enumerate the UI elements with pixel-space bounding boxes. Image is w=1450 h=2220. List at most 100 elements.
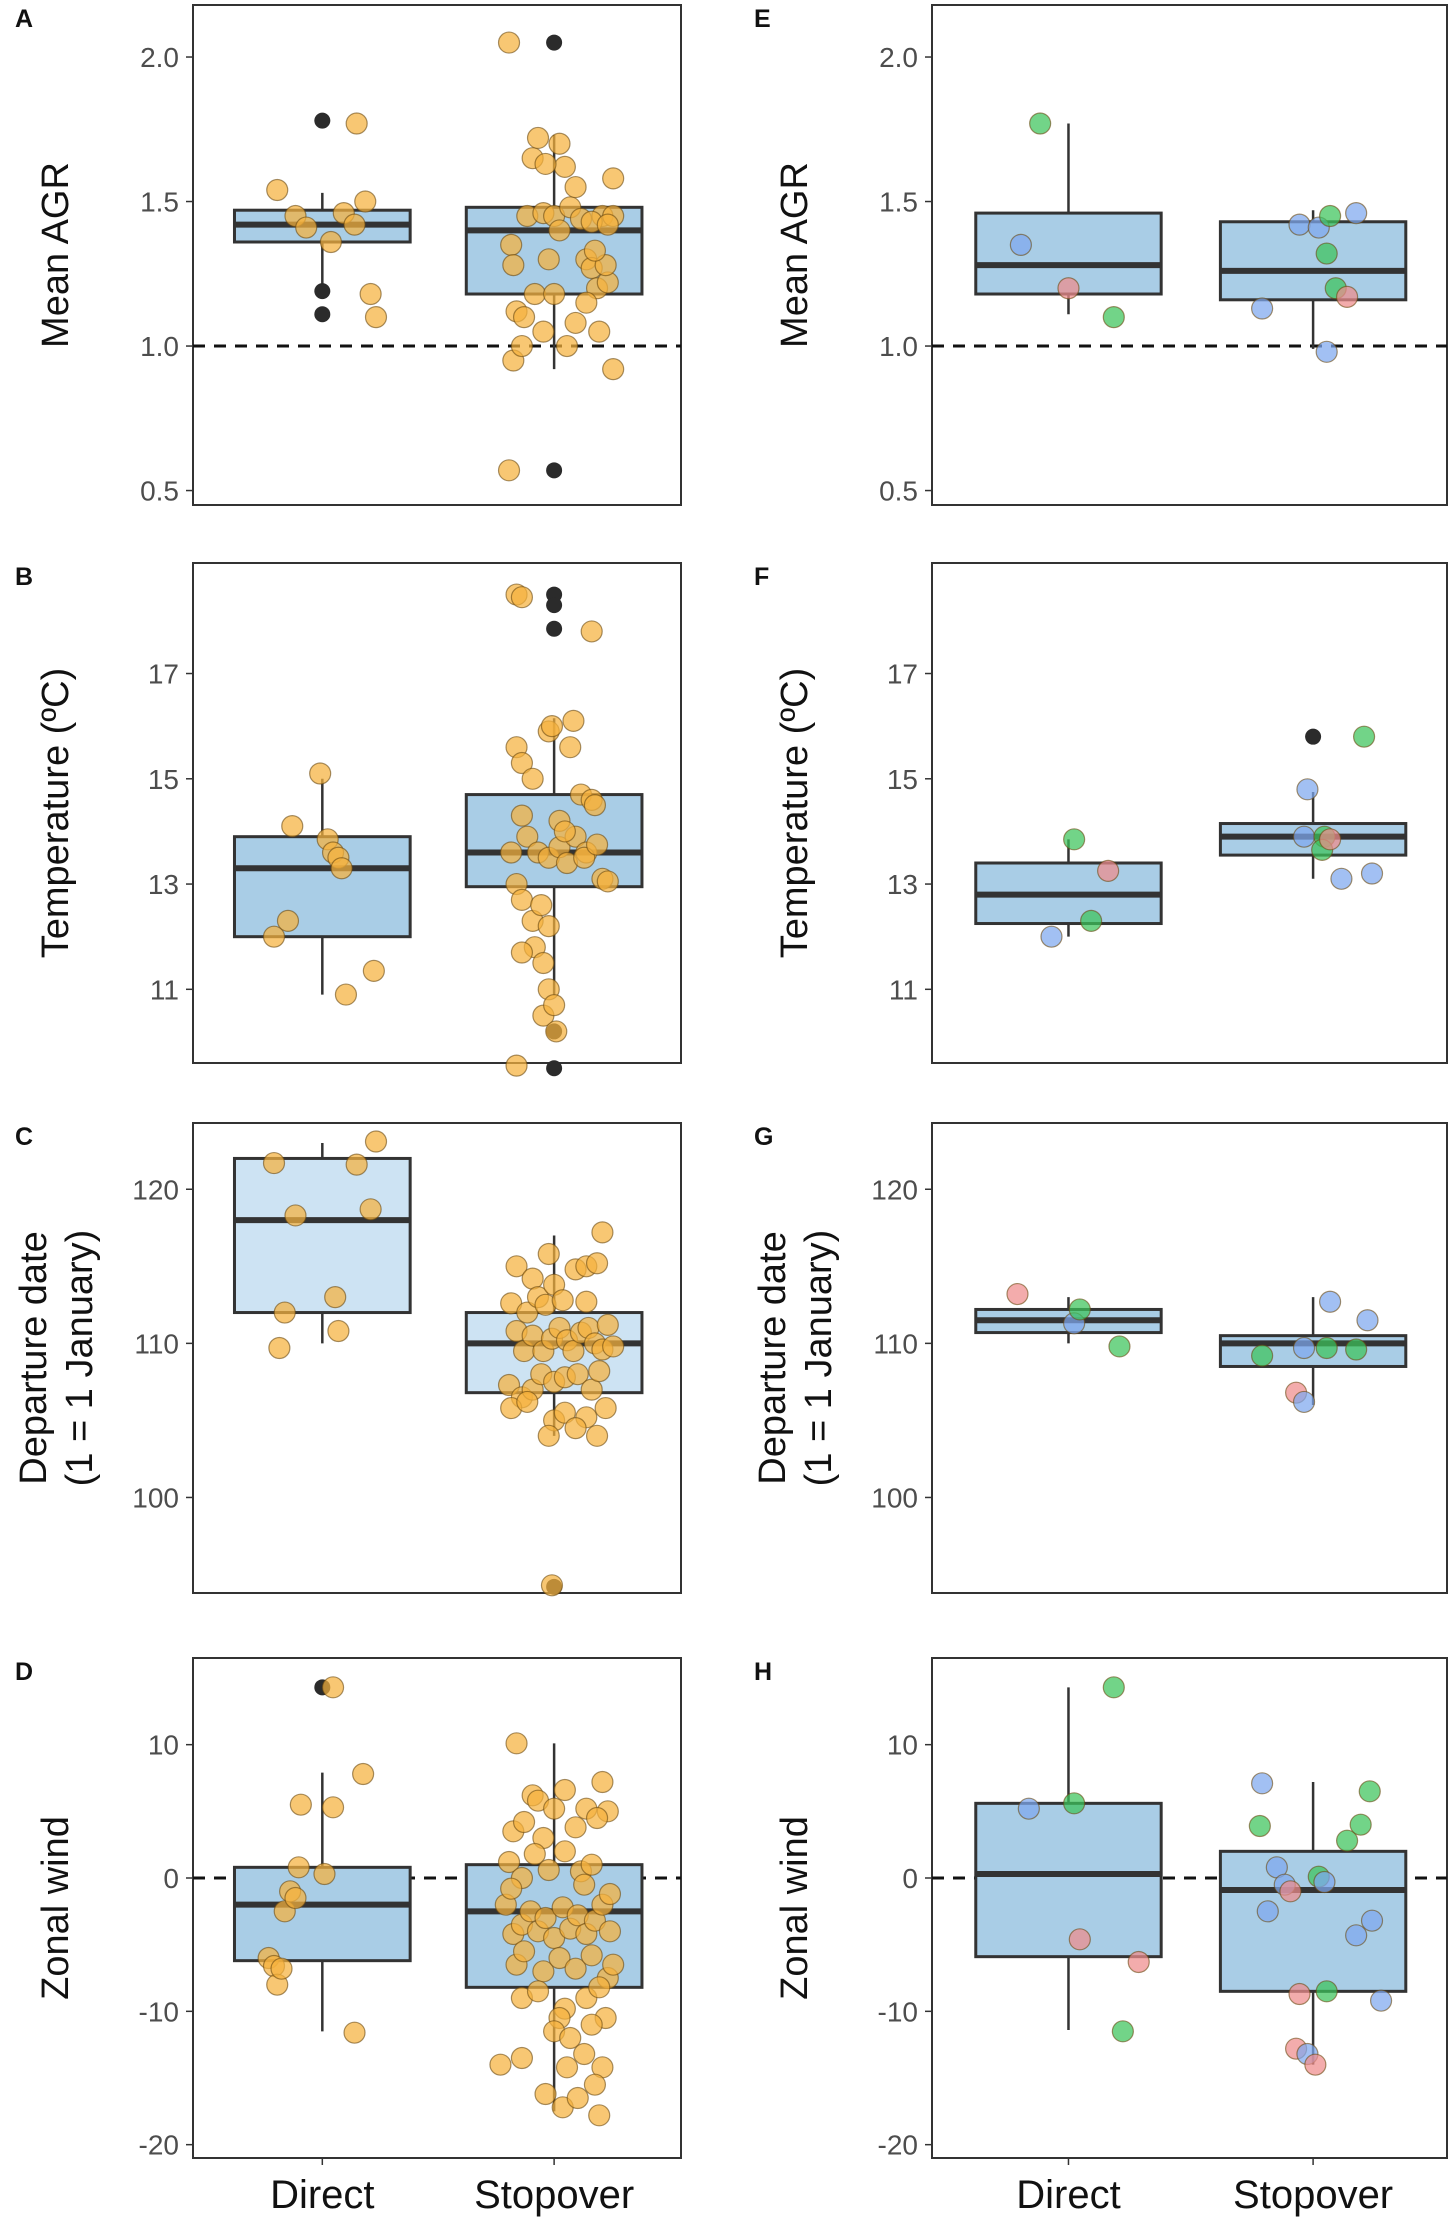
data-point: [510, 941, 534, 964]
data-point: [553, 1778, 576, 1802]
data-point: [532, 320, 555, 343]
data-point: [1296, 778, 1319, 801]
panel-c: 100 110 120 C Departure date (1 = 1 January): [13, 1122, 682, 1597]
data-point: [505, 1732, 528, 1755]
data-point: [580, 620, 603, 643]
panel-letter: G: [754, 1123, 773, 1151]
data-point: [505, 1054, 528, 1077]
data-point: [1288, 213, 1311, 236]
y-tick-label: 110: [134, 1328, 179, 1359]
y-axis-label: Temperature (ºC): [774, 668, 816, 959]
y-tick-label: 120: [871, 1174, 918, 1205]
data-point: [596, 213, 619, 236]
data-point: [602, 1335, 625, 1358]
data-point: [1248, 1814, 1271, 1838]
outlier-point: [314, 306, 331, 323]
data-point: [573, 1873, 596, 1896]
y-tick-label: 0: [902, 1863, 918, 1894]
data-point: [537, 1424, 560, 1447]
data-point: [594, 1396, 617, 1420]
data-point: [345, 112, 368, 135]
data-point: [1040, 925, 1063, 948]
data-point: [1349, 1813, 1372, 1836]
data-point: [551, 1289, 574, 1312]
data-point: [1315, 242, 1338, 265]
data-point: [512, 1810, 536, 1834]
data-point: [330, 857, 353, 880]
data-point: [1097, 859, 1120, 882]
panel-letter: E: [754, 5, 771, 33]
data-point: [334, 983, 358, 1006]
data-point: [510, 804, 534, 827]
data-point: [512, 1940, 536, 1963]
data-point: [1360, 1909, 1384, 1932]
panel-letter: A: [15, 5, 33, 33]
y-tick-label: 0.5: [879, 476, 918, 507]
outlier-point: [546, 597, 563, 614]
panel-frame: [931, 562, 1448, 1064]
data-point: [1315, 1980, 1338, 2003]
data-point: [1251, 1772, 1274, 1795]
data-point: [1292, 1336, 1316, 1360]
data-point: [575, 1290, 598, 1313]
x-tick-label: Direct: [1016, 2173, 1120, 2217]
data-point: [596, 870, 619, 893]
data-point: [262, 925, 286, 948]
box-direct: [232, 1156, 412, 1315]
data-point: [602, 358, 625, 381]
outlier-point: [546, 620, 563, 637]
data-point: [583, 239, 607, 262]
data-point: [343, 2021, 366, 2044]
data-point: [530, 894, 553, 917]
data-point: [534, 1906, 557, 1930]
data-point: [512, 306, 536, 329]
data-point: [1006, 1282, 1029, 1306]
y-tick-label: 15: [887, 764, 918, 795]
data-point: [566, 1363, 589, 1386]
data-point: [585, 833, 609, 856]
data-point: [534, 152, 557, 176]
data-point: [1345, 1924, 1368, 1947]
y-tick-label: -20: [139, 2130, 179, 2161]
data-point: [523, 1842, 546, 1866]
data-point: [1335, 285, 1359, 309]
y-axis-label: Zonal wind: [774, 1816, 816, 2000]
data-point: [583, 794, 607, 817]
data-point: [521, 767, 544, 790]
outlier-point: [546, 1060, 563, 1077]
data-point: [1111, 2020, 1134, 2043]
data-point: [1057, 277, 1080, 300]
data-point: [526, 126, 550, 150]
data-point: [602, 167, 625, 190]
y-axis-label: Departure date: [752, 1231, 794, 1485]
data-point: [1345, 1338, 1368, 1361]
data-point: [545, 1020, 568, 1043]
y-tick-label: 1.5: [879, 187, 918, 218]
data-point: [295, 216, 318, 239]
data-point: [553, 820, 576, 843]
data-point: [266, 178, 289, 202]
x-tick-label: Direct: [270, 2173, 374, 2217]
data-point: [497, 459, 521, 482]
data-point: [327, 1319, 350, 1343]
data-point: [548, 132, 571, 155]
y-tick-label: 2.0: [879, 42, 918, 73]
data-point: [564, 311, 587, 335]
data-point: [500, 1877, 523, 1900]
data-point: [516, 1390, 539, 1414]
panel-b: 11 13 15 17 B Temperature (ºC): [15, 562, 682, 1077]
box-stopover: [464, 793, 644, 889]
data-point: [1251, 297, 1274, 320]
data-point: [354, 190, 377, 213]
outlier-point: [314, 283, 331, 300]
data-point: [270, 1957, 293, 1980]
y-axis-label: Mean AGR: [774, 162, 816, 348]
panel-letter: D: [15, 1658, 33, 1686]
data-point: [502, 254, 525, 277]
data-point: [1360, 862, 1384, 885]
data-point: [543, 282, 566, 306]
data-point: [523, 282, 546, 306]
data-point: [1068, 1298, 1091, 1321]
data-point: [564, 1417, 587, 1440]
